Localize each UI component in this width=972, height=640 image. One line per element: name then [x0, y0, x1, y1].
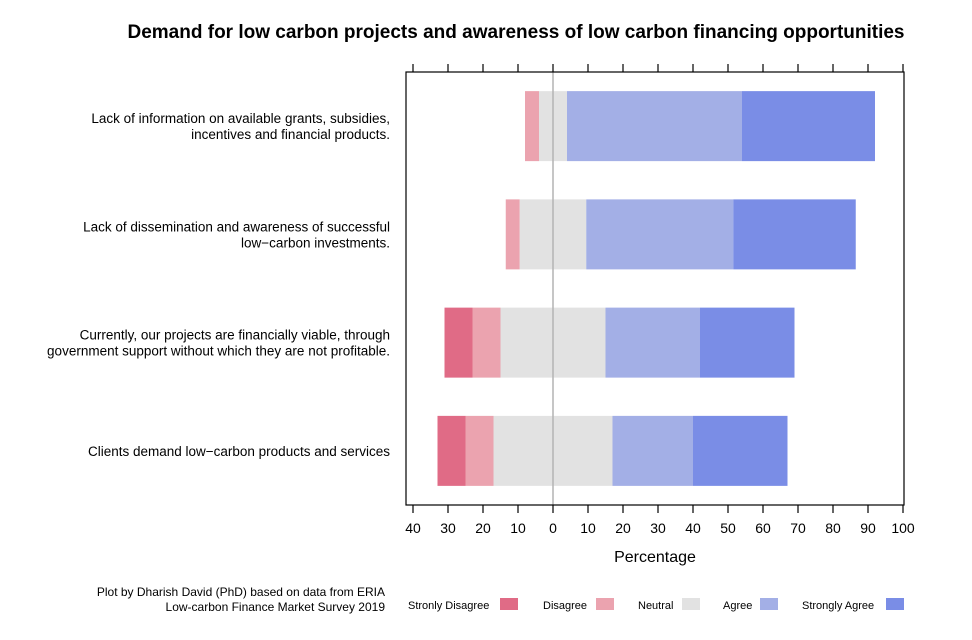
- x-axis-label: Percentage: [614, 549, 696, 566]
- tick-label: 40: [685, 520, 701, 536]
- category-label: low−carbon investments.: [241, 235, 390, 250]
- legend-label: Strongly Agree: [802, 600, 874, 612]
- bars-group: [437, 91, 875, 486]
- credit-line-2: Low-carbon Finance Market Survey 2019: [166, 600, 386, 614]
- bar-segment: [437, 415, 466, 486]
- bar-segment: [505, 199, 520, 270]
- tick-label: 40: [405, 520, 421, 536]
- bar-segment: [567, 91, 742, 162]
- category-label: incentives and financial products.: [191, 127, 390, 142]
- tick-label: 30: [650, 520, 666, 536]
- bar-segment: [472, 307, 501, 378]
- bar-segment: [605, 307, 700, 378]
- bar-segment: [742, 91, 875, 162]
- legend-swatch: [500, 598, 518, 610]
- legend-swatch: [760, 598, 778, 610]
- tick-label: 70: [790, 520, 806, 536]
- category-labels: Lack of information on available grants,…: [47, 111, 390, 459]
- tick-label: 50: [720, 520, 736, 536]
- tick-label: 10: [510, 520, 526, 536]
- legend-label: Agree: [723, 600, 752, 612]
- legend-label: Neutral: [638, 600, 673, 612]
- bar-segment: [465, 415, 494, 486]
- category-label: Currently, our projects are financially …: [80, 328, 390, 343]
- bar-segment: [733, 199, 856, 270]
- category-label: government support without which they ar…: [47, 344, 390, 359]
- credit-line-1: Plot by Dharish David (PhD) based on dat…: [97, 585, 385, 599]
- category-label: Lack of information on available grants,…: [91, 111, 390, 126]
- chart-title: Demand for low carbon projects and aware…: [128, 22, 905, 43]
- category-label: Clients demand low−carbon products and s…: [88, 444, 390, 459]
- tick-label: 20: [615, 520, 631, 536]
- tick-label: 0: [549, 520, 557, 536]
- tick-label: 90: [860, 520, 876, 536]
- bar-segment: [444, 307, 473, 378]
- bar-segment: [612, 415, 693, 486]
- tick-label: 100: [891, 520, 915, 536]
- legend-swatch: [682, 598, 700, 610]
- bar-segment: [525, 91, 539, 162]
- ticks-group: 40 30 20 10 0 10 20 30 40 50 60 70 80 90 100: [405, 64, 915, 536]
- plot-frame: [405, 71, 905, 506]
- tick-label: 20: [475, 520, 491, 536]
- legend-label: Stronly Disagree: [408, 600, 489, 612]
- tick-label: 30: [440, 520, 456, 536]
- legend-swatch: [596, 598, 614, 610]
- tick-label: 60: [755, 520, 771, 536]
- category-label: Lack of dissemination and awareness of s…: [83, 219, 390, 234]
- bar-segment: [693, 415, 788, 486]
- legend-label: Disagree: [543, 600, 587, 612]
- legend: Stronly Disagree Disagree Neutral Agree Stro…: [408, 598, 904, 612]
- legend-swatch: [886, 598, 904, 610]
- tick-label: 10: [580, 520, 596, 536]
- bar-segment: [586, 199, 734, 270]
- tick-label: 80: [825, 520, 841, 536]
- bar-segment: [700, 307, 795, 378]
